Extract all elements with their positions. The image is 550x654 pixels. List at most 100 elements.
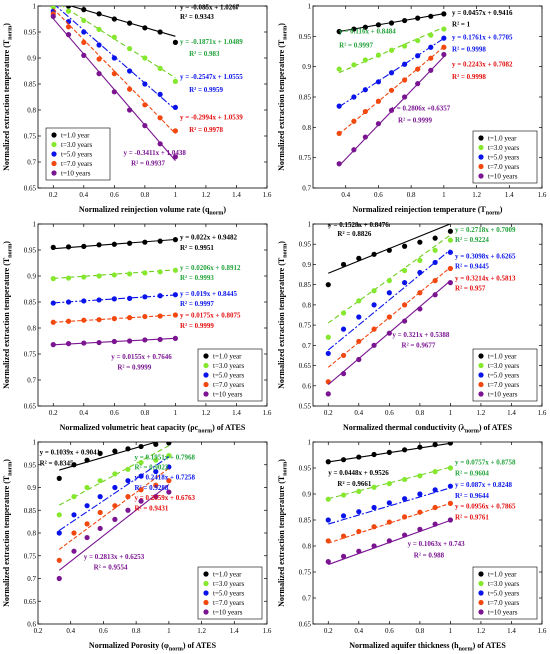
series-group	[336, 11, 447, 167]
data-point	[81, 29, 87, 35]
data-point	[172, 237, 178, 243]
data-point	[138, 498, 144, 504]
y-tick-label: 0.8	[302, 543, 311, 551]
legend-label: t=7.0 years	[213, 381, 244, 389]
trend-line	[328, 502, 451, 544]
equation-label: y = -0.1871x + 1.0489	[180, 38, 243, 46]
legend-label: t=1.0 year	[488, 135, 517, 143]
legend-label: t=3.0 years	[61, 141, 92, 149]
data-point	[127, 107, 133, 113]
y-tick-label: 0.8	[302, 301, 311, 309]
data-point	[84, 503, 90, 509]
legend-marker	[478, 372, 484, 378]
r-squared-label: R² = 0.957	[455, 285, 486, 293]
equation-label: y = 0.0757x + 0.8758	[455, 458, 516, 466]
data-point	[386, 278, 392, 284]
legend-marker	[203, 353, 209, 359]
data-point	[325, 334, 331, 340]
data-point	[127, 68, 133, 74]
data-point	[112, 516, 118, 522]
equation-label: y = 0.2243x + 0.7082	[452, 61, 513, 69]
data-point	[96, 339, 102, 346]
data-point	[111, 316, 117, 322]
data-point	[441, 44, 447, 50]
data-point	[96, 273, 102, 279]
data-point	[356, 338, 362, 344]
y-axis-label: Normalized extraction temperature (Tnorm…	[2, 23, 14, 171]
x-tick-label: 1.4	[232, 191, 241, 199]
x-tick-label: 1.6	[538, 627, 547, 635]
legend-label: t=3.0 years	[488, 144, 519, 152]
data-point	[428, 32, 434, 38]
r-squared-label: R² = 0.9999	[398, 116, 432, 124]
x-tick-label: 1.6	[538, 409, 547, 417]
y-tick-label: 1	[33, 439, 37, 447]
data-point	[325, 496, 331, 502]
r-squared-label: R² = 0.9604	[455, 469, 489, 477]
x-tick-label: 1.4	[232, 409, 241, 417]
data-point	[157, 91, 163, 97]
data-point	[125, 494, 131, 500]
y-tick-label: 0.85	[24, 507, 37, 515]
r-squared-label: R² = 0.9999	[117, 364, 151, 372]
y-axis-label: Normalized extraction temperature (Tnorm…	[277, 459, 289, 607]
data-point	[96, 11, 102, 17]
data-point	[356, 488, 362, 494]
legend-marker	[478, 391, 484, 397]
data-point	[56, 512, 62, 518]
y-axis-label-tail: )	[277, 459, 286, 462]
data-point	[125, 507, 131, 513]
legend-label: t=10 years	[488, 609, 518, 617]
data-point	[340, 457, 347, 463]
data-point	[142, 102, 148, 108]
legend-marker	[478, 609, 484, 615]
equation-label: y = 0.0155x + 0.7646	[111, 353, 172, 361]
data-point	[402, 318, 408, 324]
legend-label: t=3.0 years	[488, 362, 519, 370]
data-point	[428, 13, 434, 19]
data-point	[142, 123, 148, 129]
legend-label: t=7.0 years	[213, 599, 244, 607]
y-tick-label: 0.7	[302, 185, 311, 193]
data-point	[402, 496, 408, 502]
x-tick-label: 1.2	[472, 191, 481, 199]
legend-marker	[478, 135, 484, 141]
data-point	[340, 492, 347, 498]
data-point	[112, 471, 118, 477]
data-point	[428, 67, 434, 73]
data-point	[432, 235, 438, 241]
data-point	[447, 517, 453, 523]
data-point	[447, 483, 453, 489]
legend-marker	[203, 609, 209, 615]
x-tick-label: 0.8	[132, 627, 141, 635]
legend-label: t=3.0 years	[488, 580, 519, 588]
x-axis-label-tail: ) of ATES	[479, 423, 513, 432]
data-point	[417, 290, 423, 296]
data-point	[153, 494, 159, 500]
x-axis-label-main: Normalized thermal conductivity (λ	[343, 423, 465, 432]
x-tick-label: 1	[174, 191, 178, 199]
data-point	[153, 482, 159, 488]
y-tick-label: 1	[33, 3, 37, 11]
y-axis-label-main: Normalized extraction temperature (T	[2, 39, 11, 171]
data-point	[111, 16, 117, 22]
data-point	[432, 292, 438, 298]
legend-label: t=3.0 years	[213, 362, 244, 370]
data-point	[111, 71, 117, 77]
data-point	[447, 228, 453, 234]
equation-label: y = 0.116x + 0.8484	[339, 27, 396, 35]
x-tick-label: 0.8	[415, 627, 424, 635]
data-point	[402, 302, 408, 308]
series-group	[325, 224, 453, 397]
x-axis-label-main: Normalized Porosity (φ	[89, 641, 169, 650]
data-point	[97, 450, 103, 456]
y-tick-label: 0.9	[27, 55, 36, 63]
data-point	[356, 528, 362, 535]
x-tick-label: 1.2	[477, 627, 486, 635]
data-point	[142, 270, 148, 276]
data-point	[415, 53, 421, 59]
r-squared-label: R² = 0.9959	[189, 86, 223, 94]
data-point	[50, 6, 56, 10]
data-point	[340, 310, 347, 316]
